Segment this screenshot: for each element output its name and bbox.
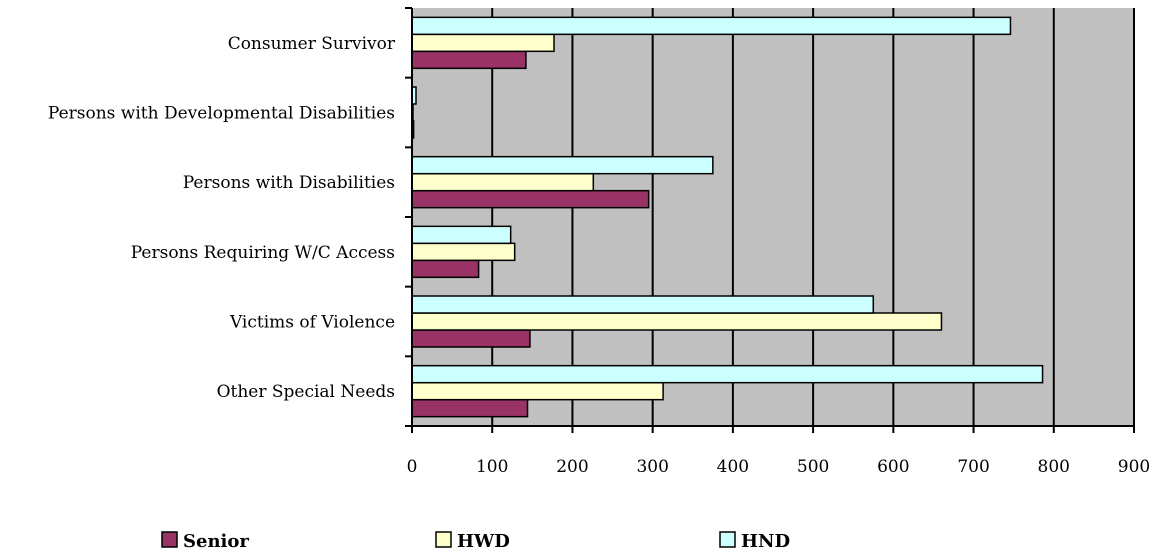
category-label: Victims of Violence (229, 313, 395, 333)
bar-hwd (411, 381, 664, 401)
x-tick-label: 500 (797, 457, 829, 477)
bar-hnd (411, 225, 512, 245)
plot-area (412, 8, 1134, 426)
bars (411, 16, 1044, 418)
x-tick-label: 600 (877, 457, 909, 477)
legend-swatch-senior (161, 531, 178, 548)
bar-senior (411, 50, 527, 70)
bar-hnd (411, 295, 875, 314)
category-label: Persons with Developmental Disabilities (48, 104, 395, 124)
legend-swatch-hwd (435, 531, 452, 548)
bar-hwd (411, 312, 943, 331)
category-label: Persons with Disabilities (183, 173, 395, 193)
legend-label-senior: Senior (183, 531, 249, 552)
bar-senior (411, 329, 531, 348)
bar-senior (411, 189, 650, 209)
x-tick-label: 0 (407, 457, 418, 477)
legend-label-hwd: HWD (457, 531, 510, 552)
bar-hnd (411, 155, 714, 175)
bar-hwd (411, 33, 555, 53)
x-tick-label: 200 (556, 457, 588, 477)
category-label: Consumer Survivor (228, 34, 396, 54)
x-tick-label: 100 (476, 457, 508, 477)
gridlines (491, 8, 1135, 426)
tick-labels: 0 100 200 300 400 500 600 700 800 900 (407, 457, 1151, 477)
bar-senior (411, 259, 480, 279)
x-tick-label: 700 (957, 457, 989, 477)
bar-hnd (411, 16, 1012, 36)
category-label: Persons Requiring W/C Access (131, 243, 395, 263)
x-tick-label: 400 (717, 457, 749, 477)
x-tick-label: 900 (1118, 457, 1150, 477)
legend: Senior HWD HND (161, 531, 790, 552)
bar-senior (411, 398, 529, 418)
x-tick-label: 300 (636, 457, 668, 477)
category-label: Other Special Needs (217, 382, 395, 402)
bar-hwd (411, 172, 595, 192)
x-tick-label: 800 (1038, 457, 1070, 477)
bar-hwd (411, 242, 516, 262)
category-labels: Consumer Survivor Persons with Developmen… (48, 34, 396, 402)
bar-hnd (411, 364, 1044, 384)
legend-swatch-hnd (719, 531, 736, 548)
axes (405, 7, 1135, 433)
legend-label-hnd: HND (741, 531, 790, 552)
